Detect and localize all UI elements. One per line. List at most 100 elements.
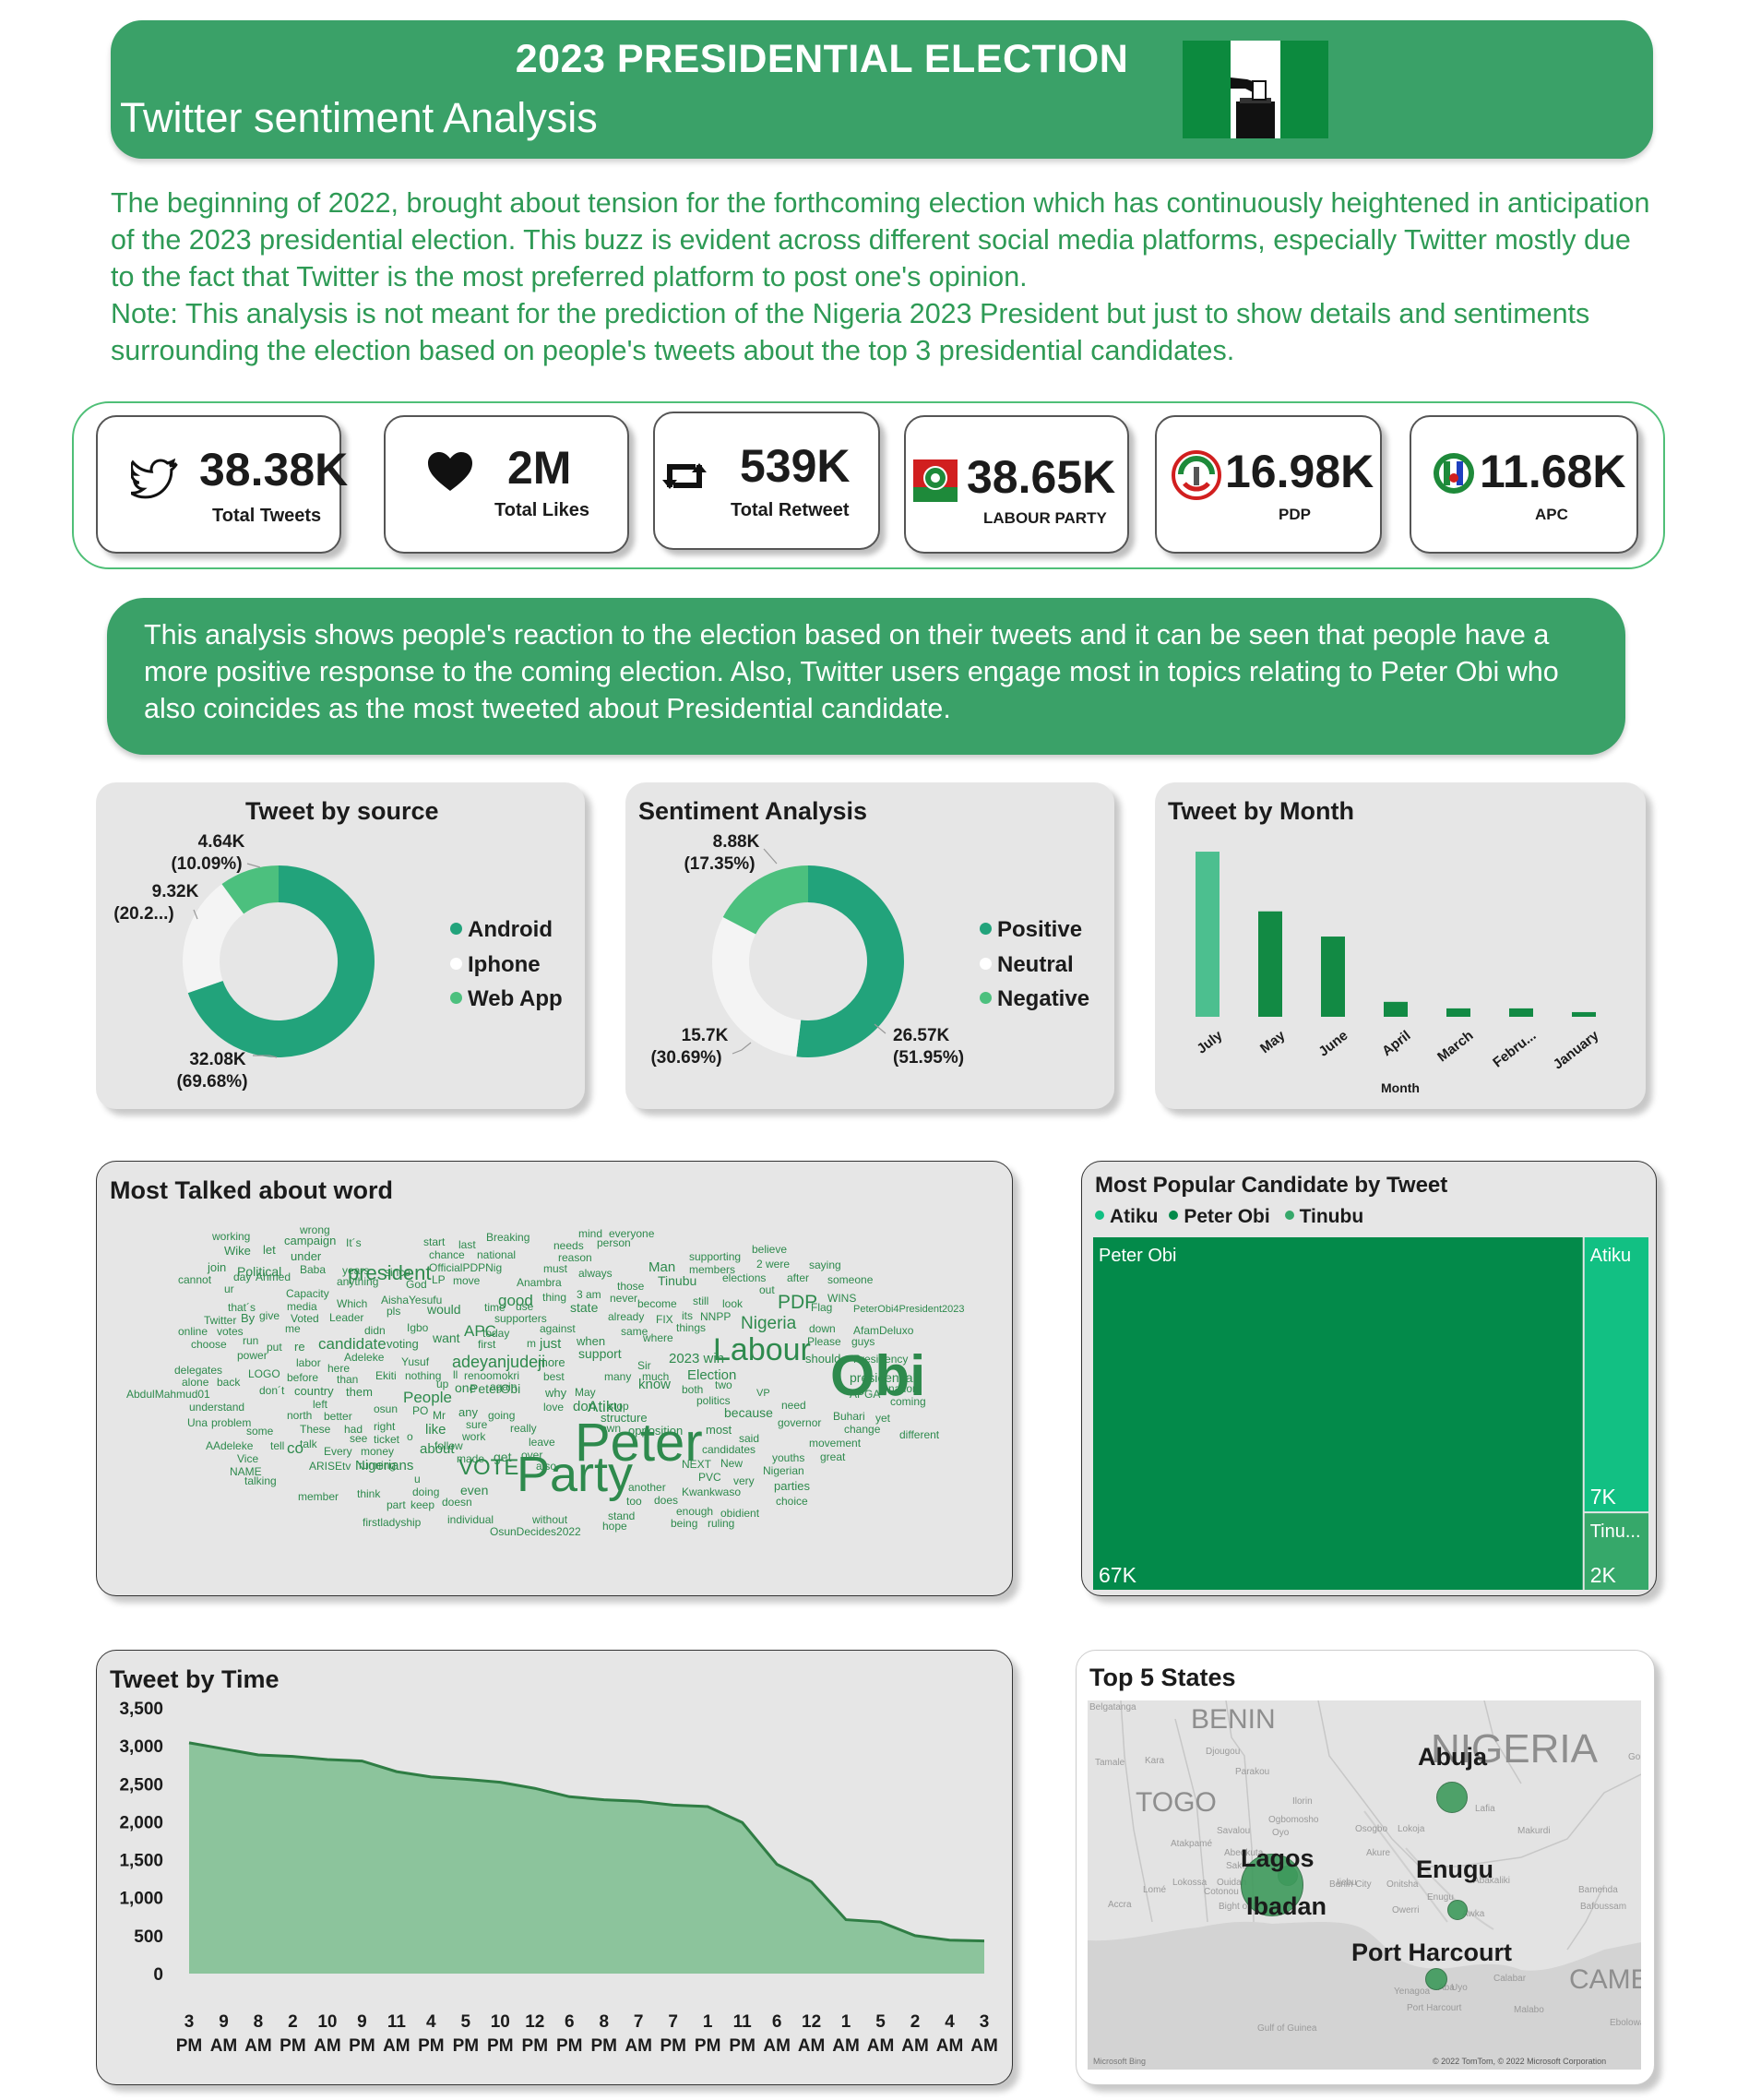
- cloud-word: best: [543, 1370, 565, 1383]
- cloud-word: chance: [429, 1248, 465, 1261]
- page-title: 2023 PRESIDENTIAL ELECTION: [515, 37, 1129, 81]
- cloud-word: cannot: [178, 1273, 212, 1286]
- map-place-label: Bafoussam: [1580, 1902, 1627, 1912]
- map-country-label: TOGO: [1136, 1787, 1217, 1818]
- cloud-word: just: [540, 1336, 562, 1352]
- city-bubble-enugu[interactable]: [1447, 1900, 1468, 1920]
- x-tick-period: PM: [695, 2036, 721, 2056]
- cloud-word: doesn: [442, 1496, 472, 1509]
- legend-item-atiku[interactable]: Atiku: [1095, 1206, 1159, 1227]
- cloud-word: those: [617, 1280, 645, 1293]
- cloud-word: when: [577, 1334, 606, 1348]
- cloud-word: does: [654, 1494, 679, 1507]
- cloud-word: VOTE: [458, 1455, 519, 1480]
- donut-slice-android: [187, 865, 375, 1057]
- cloud-word: Nigerian: [763, 1464, 804, 1477]
- cloud-word: members: [689, 1263, 736, 1276]
- map-place-label: Uyo: [1451, 1983, 1468, 1993]
- cloud-word: stand: [608, 1509, 636, 1522]
- cloud-word: understand: [189, 1401, 245, 1414]
- treemap-cell-value: 7K: [1590, 1485, 1617, 1509]
- cloud-word: adeyanjudeji: [452, 1353, 546, 1371]
- x-tick-period: AM: [314, 2036, 341, 2056]
- cloud-word: Nigeria: [741, 1314, 797, 1333]
- cloud-word: after: [787, 1271, 810, 1284]
- legend-item-negative[interactable]: Negative: [980, 986, 1089, 1012]
- cloud-word: Sir: [637, 1359, 651, 1372]
- city-label-port-harcourt: Port Harcourt: [1351, 1939, 1513, 1966]
- y-tick-label: 2,500: [119, 1775, 163, 1795]
- cloud-word: coming: [890, 1395, 926, 1408]
- legend-item-positive[interactable]: Positive: [980, 917, 1082, 943]
- x-tick-hour: 11: [733, 2012, 753, 2032]
- cloud-word: Una: [187, 1416, 208, 1429]
- x-tick-hour: 4: [426, 2012, 436, 2032]
- treemap-cell-tinu: [1584, 1513, 1648, 1590]
- x-tick-period: AM: [798, 2036, 826, 2056]
- legend-item-iphone[interactable]: Iphone: [450, 952, 541, 978]
- map-place-label: Akure: [1366, 1848, 1391, 1858]
- cloud-word: than: [337, 1373, 359, 1386]
- cloud-word: out: [759, 1283, 775, 1296]
- cloud-word: elections: [722, 1271, 767, 1284]
- cloud-word: Mr: [433, 1409, 446, 1422]
- city-bubble-ibadan[interactable]: [1241, 1854, 1303, 1916]
- leader-line: [874, 1023, 886, 1034]
- cloud-word: already: [608, 1310, 645, 1323]
- x-tick-period: AM: [383, 2036, 410, 2056]
- legend-item-android[interactable]: Android: [450, 917, 553, 943]
- cloud-word: Breaking: [486, 1231, 530, 1244]
- leader-line: [253, 1055, 278, 1058]
- legend-item-neutral[interactable]: Neutral: [980, 952, 1074, 978]
- page-subtitle: Twitter sentiment Analysis: [120, 94, 598, 141]
- cloud-word: need: [781, 1399, 806, 1412]
- cloud-word: OfficialPDPNig: [429, 1261, 503, 1274]
- map-place-label: Bamenda: [1578, 1885, 1618, 1895]
- city-bubble-abuja[interactable]: [1436, 1782, 1468, 1813]
- cloud-word: back: [217, 1376, 241, 1389]
- map-place-label: Ilorin: [1292, 1796, 1313, 1807]
- kpi-tweets-label: Total Tweets: [212, 506, 322, 526]
- map-place-label: Kara: [1145, 1756, 1165, 1766]
- city-bubble-port-harcourt[interactable]: [1425, 1968, 1447, 1990]
- x-tick-hour: 3: [980, 2012, 990, 2032]
- cloud-word: put: [267, 1341, 282, 1354]
- x-tick-hour: 9: [219, 2012, 229, 2032]
- kpi-strip: [72, 401, 1665, 569]
- cloud-word: candidates: [702, 1443, 756, 1456]
- data-label-value: 4.64K: [198, 832, 245, 852]
- top-states-map[interactable]: BENIN NIGERIA TOGO CAME Belgatanga Tamale…: [1088, 1700, 1641, 2070]
- map-place-label: Osogbo: [1355, 1824, 1388, 1834]
- cloud-word: first: [478, 1338, 496, 1351]
- cloud-word: Yusuf: [401, 1355, 430, 1368]
- cloud-word: nothing: [405, 1369, 442, 1382]
- leader-line: [763, 848, 778, 865]
- cloud-word: because: [724, 1405, 773, 1420]
- map-place-label: Port Harcourt: [1407, 2003, 1462, 2013]
- bar-january: [1572, 1011, 1596, 1017]
- data-label-value: 15.7K: [682, 1026, 729, 1045]
- treemap-cell-name: Tinu...: [1590, 1521, 1641, 1542]
- x-tick-period: PM: [729, 2036, 756, 2056]
- candidate-treemap: Peter Obi 67K Atiku 7K Tinu... 2K: [1093, 1237, 1648, 1590]
- cloud-word: Every: [324, 1445, 352, 1458]
- legend-item-tinubu[interactable]: Tinubu: [1284, 1206, 1363, 1227]
- cloud-word: campaign: [284, 1234, 337, 1247]
- map-place-label: Djougou: [1206, 1747, 1241, 1757]
- x-tick-label: May: [1257, 1027, 1289, 1056]
- cloud-word: part: [387, 1498, 406, 1511]
- kpi-card-retweets: 539K Total Retweet: [653, 412, 880, 550]
- cloud-word: both: [682, 1383, 704, 1396]
- cloud-word: reason: [558, 1251, 592, 1264]
- kpi-tweets-value: 38.38K: [199, 444, 349, 495]
- map-place-label: Tamale: [1095, 1758, 1125, 1768]
- bar-febru: [1509, 1008, 1533, 1017]
- legend-item-web-app[interactable]: Web App: [450, 986, 563, 1012]
- cloud-word: Adeleke: [344, 1351, 385, 1364]
- cloud-word: o: [407, 1430, 413, 1443]
- city-label-abuja: Abuja: [1418, 1743, 1488, 1771]
- cloud-word: same: [621, 1325, 648, 1338]
- legend-item-peter-obi[interactable]: Peter Obi: [1169, 1206, 1270, 1227]
- cloud-word: movement: [809, 1437, 862, 1450]
- cloud-word: work: [462, 1430, 486, 1443]
